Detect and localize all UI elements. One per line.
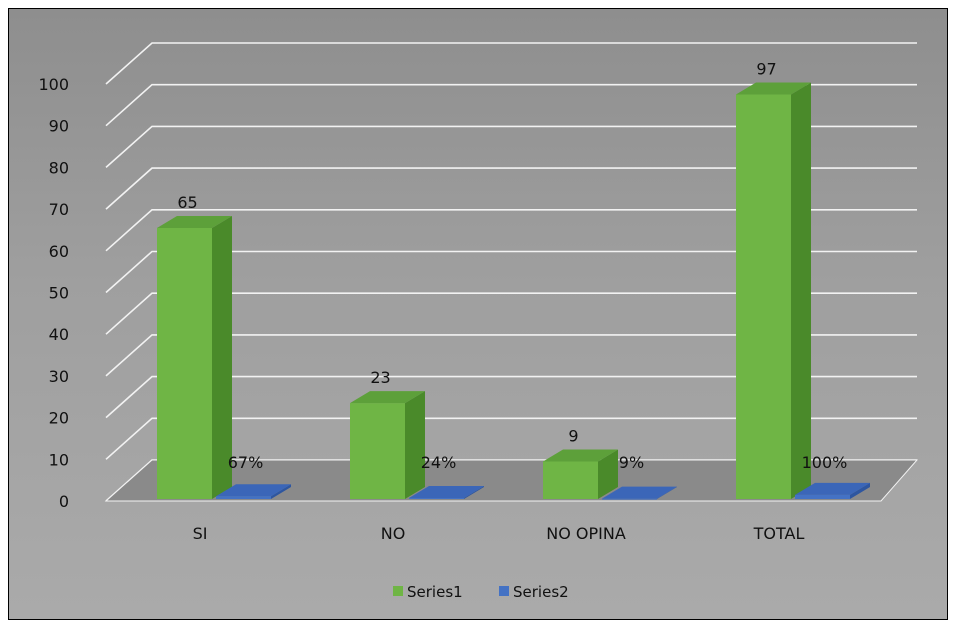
data-label-series2: 24%: [421, 453, 457, 472]
bar-series1-3-top: [736, 82, 811, 95]
data-label-series1: 23: [370, 368, 390, 387]
x-axis-tick-labels: SI NO NO OPINA TOTAL: [193, 524, 805, 543]
legend-label: Series1: [407, 583, 463, 601]
gridline: [105, 375, 917, 419]
data-label-series2: 9%: [619, 453, 644, 472]
legend-swatch: [499, 586, 509, 596]
gridline: [105, 125, 917, 168]
bar-series1-1: [350, 391, 425, 499]
bar-series1-0-side: [212, 215, 232, 499]
data-label-series1: 65: [177, 193, 197, 212]
y-tick-label: 100: [38, 75, 69, 94]
bar-series1-2-top: [543, 449, 618, 462]
y-tick-label: 80: [49, 158, 69, 177]
data-label-series1: 9: [568, 426, 578, 445]
bar-series1-1-side: [405, 391, 425, 499]
gridline: [105, 292, 917, 335]
y-tick-label: 20: [49, 409, 69, 428]
bar-series1-3-side: [791, 82, 811, 499]
y-tick-label: 70: [49, 200, 69, 219]
bar-series2-1-top: [409, 485, 484, 498]
gridline: [105, 209, 917, 252]
bar-series2-2-top: [602, 486, 677, 499]
gridline: [105, 167, 917, 210]
x-tick-label: NO: [381, 524, 406, 543]
bar-series1-2: [543, 449, 618, 499]
data-label-series2: 100%: [802, 453, 848, 472]
y-axis-tick-labels: 0 10 20 30 40 50 60 70 80 90 100: [38, 75, 69, 511]
bar-series2-0-front: [216, 496, 271, 499]
bar-series1-0-front: [157, 227, 212, 499]
y-tick-label: 40: [49, 325, 69, 344]
y-tick-label: 60: [49, 242, 69, 261]
bar-series2-1-front: [409, 497, 464, 499]
bar-series2-1-side: [464, 485, 484, 499]
gridlines: [105, 42, 917, 502]
x-tick-label: NO OPINA: [546, 524, 626, 543]
y-tick-label: 0: [59, 492, 69, 511]
y-tick-label: 30: [49, 367, 69, 386]
bar-series2-3-top: [795, 482, 870, 495]
y-tick-label: 50: [49, 284, 69, 303]
gridline: [105, 83, 917, 127]
bar-series1-0-top: [157, 215, 232, 228]
bar-series2-2-side: [657, 486, 677, 499]
bars: [157, 82, 870, 500]
legend-swatch: [393, 586, 403, 596]
bar-series2-3-side: [850, 482, 870, 499]
bar-series1-2-front: [543, 461, 598, 499]
bar-series2-3-front: [795, 494, 850, 499]
chart-floor: [104, 459, 919, 502]
y-tick-label: 90: [49, 117, 69, 136]
bar-series2-1: [409, 485, 484, 499]
bar-series2-0: [216, 484, 291, 499]
bar-series2-0-top: [216, 484, 291, 497]
bar-series1-3-front: [736, 94, 791, 499]
bar-series2-3: [795, 482, 870, 499]
gridline: [105, 417, 917, 460]
gridline: [105, 250, 917, 294]
x-tick-label: TOTAL: [753, 524, 805, 543]
bar-series1-0: [157, 215, 232, 499]
data-label-series1: 97: [756, 60, 776, 79]
bar-series2-2-front: [602, 498, 657, 500]
gridline: [105, 334, 917, 377]
bar-series2-0-side: [271, 484, 291, 499]
data-label-series2: 67%: [228, 453, 264, 472]
bar-series1-3: [736, 82, 811, 499]
chart-frame: 0 10 20 30 40 50 60 70 80 90 100 65 67% 23 24% 9 9% 97 10…: [8, 8, 948, 620]
gridline: [105, 42, 917, 85]
legend-item-series2: Series2: [499, 583, 569, 601]
x-tick-label: SI: [193, 524, 208, 543]
bar-series1-2-side: [598, 449, 618, 499]
legend-item-series1: Series1: [393, 583, 463, 601]
bar-series2-2: [602, 486, 677, 500]
chart-floor-plane: [104, 459, 919, 502]
bar-series1-1-front: [350, 403, 405, 499]
data-labels: 65 67% 23 24% 9 9% 97 100%: [177, 60, 847, 472]
legend-label: Series2: [513, 583, 569, 601]
legend: Series1 Series2: [393, 583, 569, 601]
y-tick-label: 10: [49, 450, 69, 469]
bar-series1-1-top: [350, 391, 425, 404]
chart-svg: 0 10 20 30 40 50 60 70 80 90 100 65 67% 23 24% 9 9% 97 10…: [38, 42, 919, 601]
